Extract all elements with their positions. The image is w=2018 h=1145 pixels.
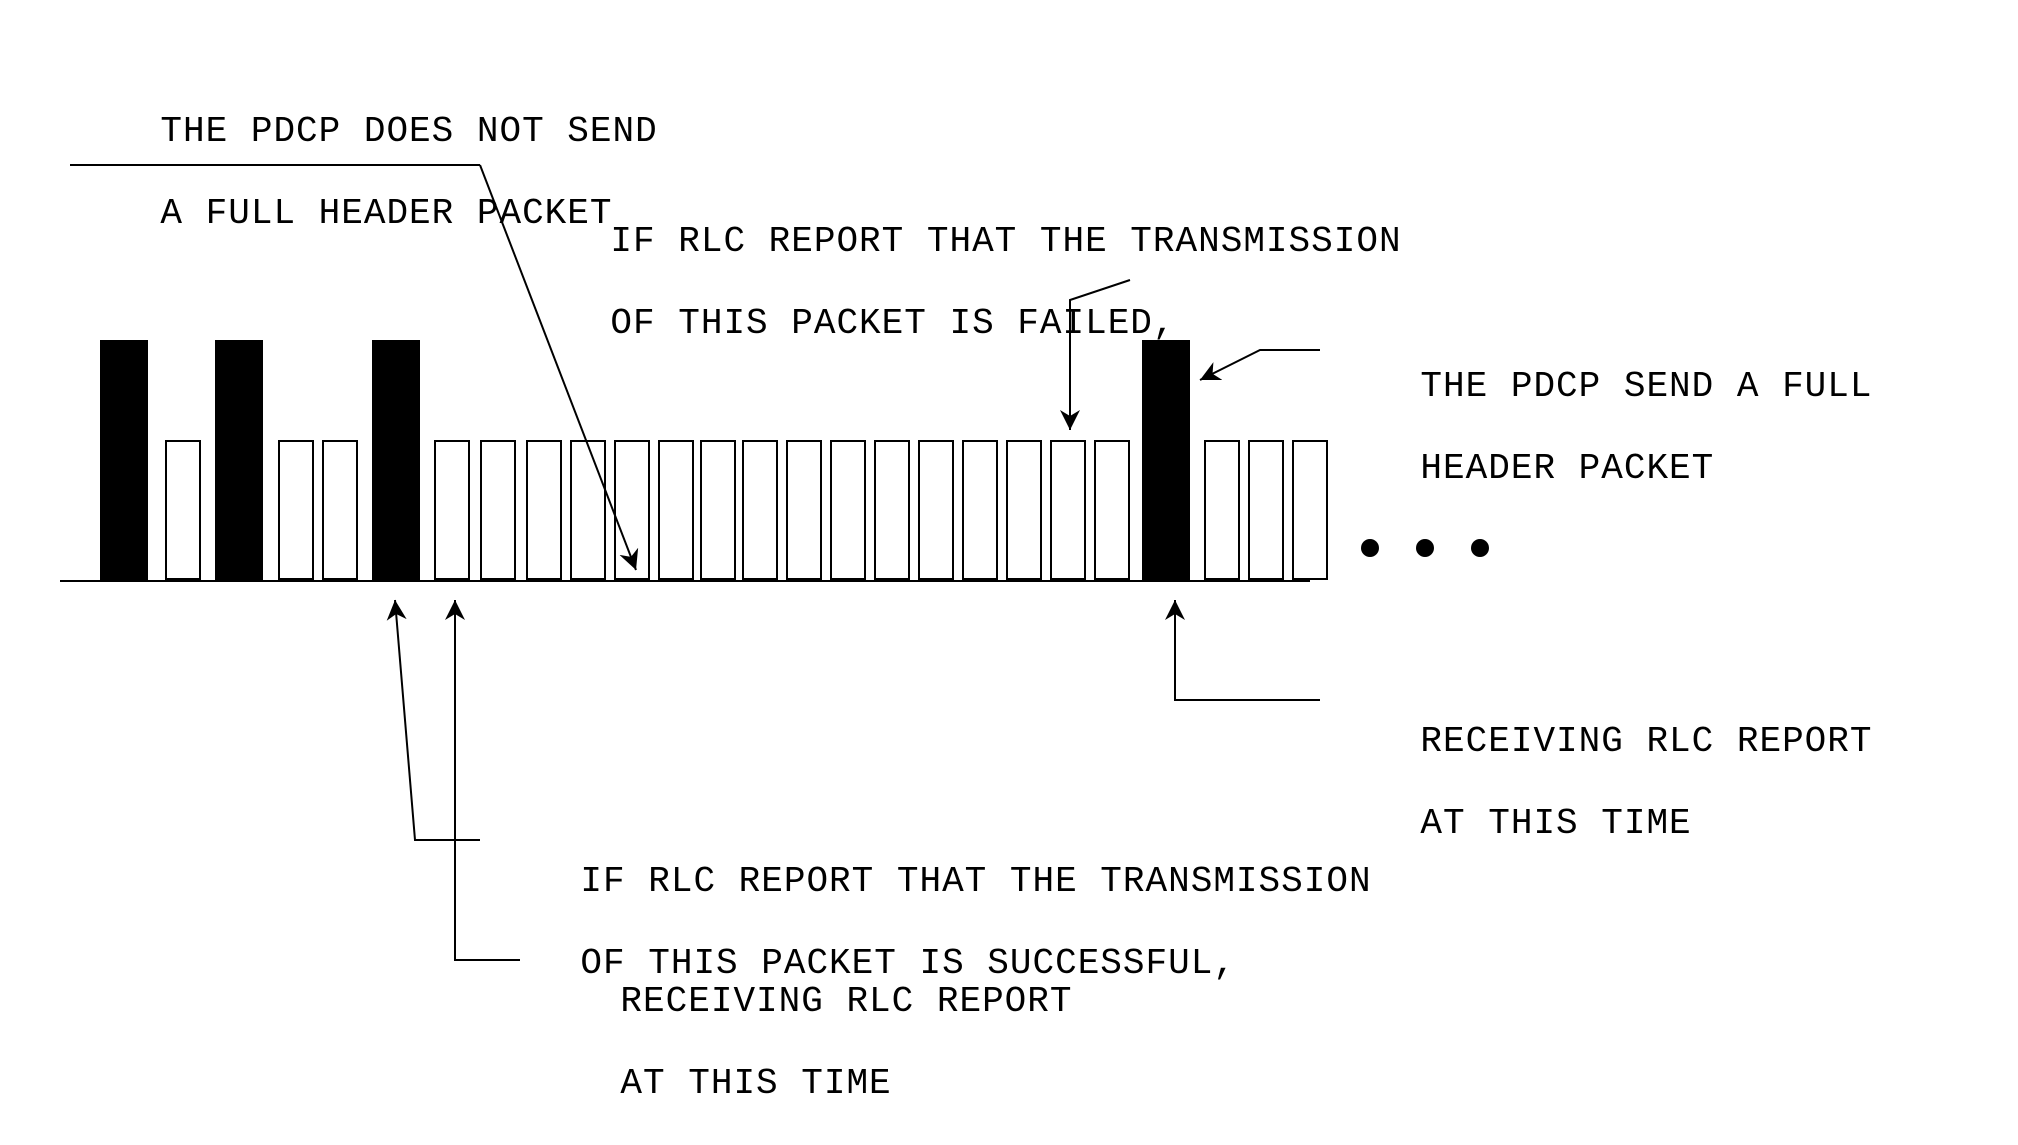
compressed-packet-bar (1006, 440, 1042, 580)
packet-timing-diagram: THE PDCP DOES NOT SEND A FULL HEADER PAC… (0, 0, 2018, 1077)
label-rlc-failed: IF RLC REPORT THAT THE TRANSMISSION OF T… (520, 180, 1402, 385)
compressed-packet-bar (918, 440, 954, 580)
compressed-packet-bar (278, 440, 314, 580)
ellipsis-dot (1471, 539, 1489, 557)
full-header-packet-bar (215, 340, 263, 580)
label-pdcp-send-full: THE PDCP SEND A FULL HEADER PACKET (1330, 325, 1873, 530)
compressed-packet-bar (165, 440, 201, 580)
compressed-packet-bar (786, 440, 822, 580)
compressed-packet-bar (874, 440, 910, 580)
ellipsis-dot (1361, 539, 1379, 557)
label-receiving-rlc-left: RECEIVING RLC REPORT AT THIS TIME (530, 940, 1073, 1145)
compressed-packet-bar (700, 440, 736, 580)
compressed-packet-bar (526, 440, 562, 580)
full-header-packet-bar (1142, 340, 1190, 580)
compressed-packet-bar (1204, 440, 1240, 580)
compressed-packet-bar (962, 440, 998, 580)
compressed-packet-bar (830, 440, 866, 580)
compressed-packet-bar (658, 440, 694, 580)
compressed-packet-bar (434, 440, 470, 580)
label-receiving-rlc-right: RECEIVING RLC REPORT AT THIS TIME (1330, 680, 1873, 885)
compressed-packet-bar (1292, 440, 1328, 580)
timeline-baseline (60, 580, 1310, 582)
full-header-packet-bar (100, 340, 148, 580)
compressed-packet-bar (1094, 440, 1130, 580)
compressed-packet-bar (742, 440, 778, 580)
compressed-packet-bar (480, 440, 516, 580)
compressed-packet-bar (570, 440, 606, 580)
compressed-packet-bar (322, 440, 358, 580)
compressed-packet-bar (1050, 440, 1086, 580)
ellipsis-dot (1416, 539, 1434, 557)
full-header-packet-bar (372, 340, 420, 580)
compressed-packet-bar (1248, 440, 1284, 580)
compressed-packet-bar (614, 440, 650, 580)
